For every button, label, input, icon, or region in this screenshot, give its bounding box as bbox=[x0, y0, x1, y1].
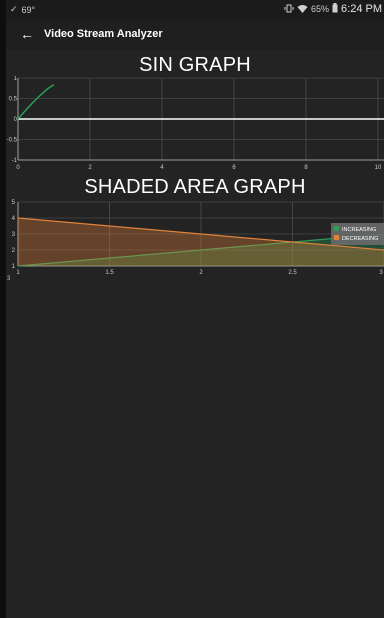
app-title: Video Stream Analyzer bbox=[44, 28, 163, 40]
legend-box bbox=[331, 223, 384, 245]
clock: 6:24 PM bbox=[341, 3, 382, 15]
decreasing-line bbox=[17, 217, 384, 251]
notification-check-icon: ✓ bbox=[10, 4, 18, 14]
y-tick-label: 4 bbox=[12, 216, 16, 222]
x-tick-label: 2 bbox=[88, 165, 92, 171]
x-tick-label: 2 bbox=[199, 270, 203, 276]
legend-swatch-decreasing bbox=[334, 235, 339, 240]
x-tick-label: 2.5 bbox=[288, 270, 297, 276]
status-bar: ✓ 69° 65% 6:24 PM bbox=[6, 0, 384, 20]
y-tick-label: 0.5 bbox=[9, 97, 18, 103]
y-tick-label: 1 bbox=[14, 76, 18, 82]
y-tick-label: 3 bbox=[12, 232, 16, 238]
vibrate-icon bbox=[284, 4, 294, 15]
shaded-area-chart: 1 1.5 2 2.5 3 5 4 3 2 1 INCREASING DECREASING bbox=[12, 200, 384, 276]
sin-chart: 0 2 4 6 8 10 1 0.5 0 -0.5 -1 bbox=[7, 76, 384, 171]
sin-series-line bbox=[17, 83, 55, 120]
legend-label-decreasing: DECREASING bbox=[342, 236, 378, 242]
legend-label-increasing: INCREASING bbox=[342, 227, 376, 233]
legend-swatch-increasing bbox=[334, 226, 339, 231]
below-axis-label: 3 bbox=[7, 276, 11, 282]
back-arrow-icon[interactable]: ← bbox=[20, 26, 34, 42]
x-tick-label: 10 bbox=[375, 165, 382, 171]
x-tick-label: 6 bbox=[232, 165, 236, 171]
y-tick-label: 0 bbox=[14, 117, 18, 123]
y-tick-label: -1 bbox=[12, 158, 18, 164]
sin-graph-title: SIN GRAPH bbox=[139, 54, 251, 76]
wifi-icon bbox=[297, 4, 308, 15]
app-screen: ✓ 69° 65% 6:24 PM ← Video Stream Analyze… bbox=[6, 0, 384, 618]
decreasing-area bbox=[18, 218, 384, 266]
x-tick-label: 0 bbox=[16, 165, 20, 171]
x-tick-label: 1.5 bbox=[105, 270, 114, 276]
y-tick-label: 5 bbox=[12, 200, 16, 206]
y-tick-label: 1 bbox=[12, 264, 16, 270]
app-bar: ← Video Stream Analyzer bbox=[6, 20, 384, 50]
battery-icon bbox=[332, 3, 338, 15]
shaded-graph-title: SHADED AREA GRAPH bbox=[84, 176, 306, 198]
x-tick-label: 3 bbox=[379, 270, 383, 276]
increasing-line bbox=[17, 233, 384, 267]
temperature-indicator: 69° bbox=[21, 4, 36, 15]
y-tick-label: 2 bbox=[12, 248, 16, 254]
x-tick-label: 1 bbox=[16, 270, 20, 276]
x-tick-label: 8 bbox=[304, 165, 308, 171]
battery-percent: 65% bbox=[311, 4, 330, 14]
y-tick-label: -0.5 bbox=[7, 138, 18, 144]
x-tick-label: 4 bbox=[160, 165, 164, 171]
